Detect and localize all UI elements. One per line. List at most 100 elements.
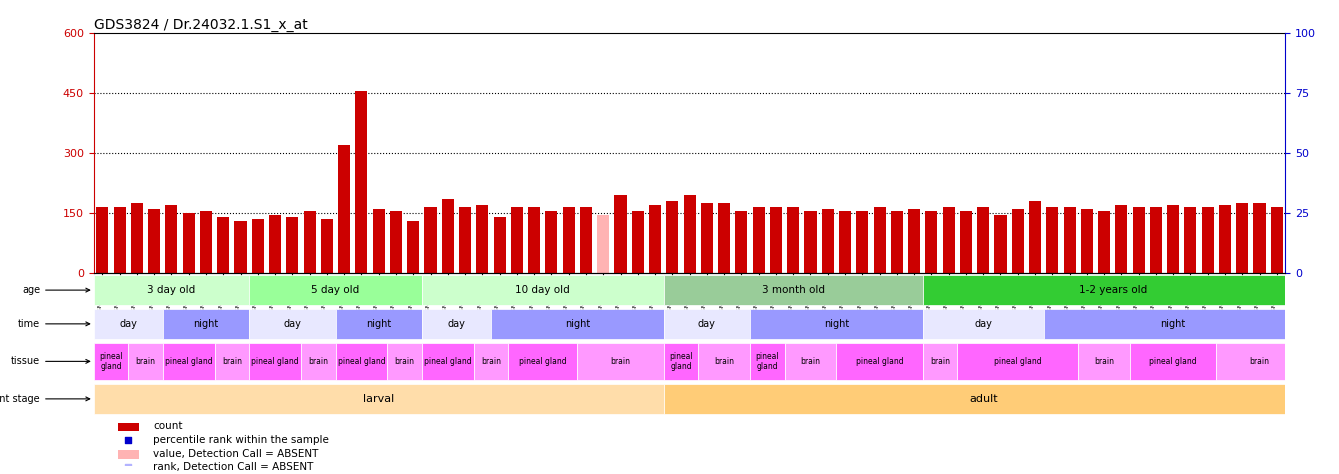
Text: pineal
gland: pineal gland [99, 352, 123, 371]
Text: brain: brain [395, 357, 415, 366]
Text: pineal gland: pineal gland [1149, 357, 1197, 366]
Bar [1150, 207, 1162, 273]
Bar [149, 209, 161, 273]
Text: count: count [154, 421, 183, 431]
Text: 3 day old: 3 day old [147, 285, 195, 295]
Bar [442, 199, 454, 273]
FancyBboxPatch shape [94, 383, 664, 414]
FancyBboxPatch shape [163, 343, 214, 380]
Bar [908, 209, 920, 273]
Text: 1-2 years old: 1-2 years old [1079, 285, 1146, 295]
Bar [873, 207, 885, 273]
Bar [1012, 209, 1024, 273]
Bar [597, 215, 609, 273]
Bar [890, 211, 902, 273]
Text: brain: brain [222, 357, 242, 366]
Text: night: night [823, 319, 849, 329]
FancyBboxPatch shape [387, 343, 422, 380]
Bar [182, 213, 194, 273]
FancyBboxPatch shape [94, 275, 249, 305]
Bar [234, 221, 246, 273]
Text: pineal
gland: pineal gland [755, 352, 779, 371]
Bar [925, 211, 937, 273]
Bar [1288, 203, 1300, 273]
Bar [1201, 207, 1213, 273]
Point [118, 464, 139, 471]
Bar [667, 201, 679, 273]
Bar [407, 221, 419, 273]
Text: pineal gland: pineal gland [856, 357, 904, 366]
Bar [960, 211, 972, 273]
FancyBboxPatch shape [664, 275, 923, 305]
Bar [1168, 205, 1180, 273]
Bar [528, 207, 540, 273]
FancyBboxPatch shape [422, 309, 491, 339]
Bar [390, 211, 402, 273]
Bar [562, 207, 574, 273]
Bar [252, 219, 264, 273]
FancyBboxPatch shape [664, 309, 750, 339]
Bar [615, 195, 627, 273]
FancyBboxPatch shape [785, 343, 837, 380]
Bar [166, 205, 178, 273]
Text: brain: brain [801, 357, 821, 366]
Bar [840, 211, 852, 273]
Text: brain: brain [135, 357, 155, 366]
Bar [977, 207, 990, 273]
Text: day: day [447, 319, 466, 329]
Bar [1218, 205, 1231, 273]
Text: adult: adult [969, 394, 998, 404]
Text: pineal gland: pineal gland [165, 357, 213, 366]
Text: day: day [698, 319, 716, 329]
Text: pineal gland: pineal gland [337, 357, 386, 366]
Bar [1253, 203, 1265, 273]
Text: brain: brain [1094, 357, 1114, 366]
FancyBboxPatch shape [923, 275, 1303, 305]
Bar [718, 203, 730, 273]
Bar [287, 217, 299, 273]
Bar [943, 207, 955, 273]
Bar [1046, 207, 1058, 273]
Text: development stage: development stage [0, 394, 90, 404]
Text: GDS3824 / Dr.24032.1.S1_x_at: GDS3824 / Dr.24032.1.S1_x_at [94, 18, 308, 32]
FancyBboxPatch shape [577, 343, 664, 380]
FancyBboxPatch shape [923, 309, 1043, 339]
Bar [304, 211, 316, 273]
Bar [649, 205, 661, 273]
Text: night: night [1161, 319, 1186, 329]
Bar [632, 211, 644, 273]
FancyBboxPatch shape [249, 343, 301, 380]
Text: brain: brain [611, 357, 631, 366]
Text: value, Detection Call = ABSENT: value, Detection Call = ABSENT [154, 449, 319, 459]
Bar [511, 207, 524, 273]
FancyBboxPatch shape [301, 343, 336, 380]
Text: time: time [17, 319, 90, 329]
Text: brain: brain [1249, 357, 1269, 366]
Bar [1081, 209, 1093, 273]
Text: rank, Detection Call = ABSENT: rank, Detection Call = ABSENT [154, 463, 313, 473]
Bar [580, 207, 592, 273]
Text: day: day [284, 319, 301, 329]
FancyBboxPatch shape [698, 343, 750, 380]
Bar [1063, 207, 1075, 273]
Text: night: night [193, 319, 218, 329]
Text: pineal gland: pineal gland [520, 357, 566, 366]
FancyBboxPatch shape [336, 309, 422, 339]
Bar [805, 211, 817, 273]
Text: night: night [366, 319, 391, 329]
Bar [494, 217, 506, 273]
FancyBboxPatch shape [923, 343, 957, 380]
Text: larval: larval [363, 394, 394, 404]
FancyBboxPatch shape [1043, 309, 1303, 339]
Bar [1098, 211, 1110, 273]
Text: pineal gland: pineal gland [994, 357, 1042, 366]
Bar [700, 203, 712, 273]
Text: pineal gland: pineal gland [424, 357, 471, 366]
Bar [96, 207, 108, 273]
Bar [1271, 207, 1283, 273]
Text: day: day [119, 319, 137, 329]
Text: 3 month old: 3 month old [762, 285, 825, 295]
Text: pineal gland: pineal gland [252, 357, 299, 366]
Text: brain: brain [308, 357, 328, 366]
Text: night: night [565, 319, 590, 329]
